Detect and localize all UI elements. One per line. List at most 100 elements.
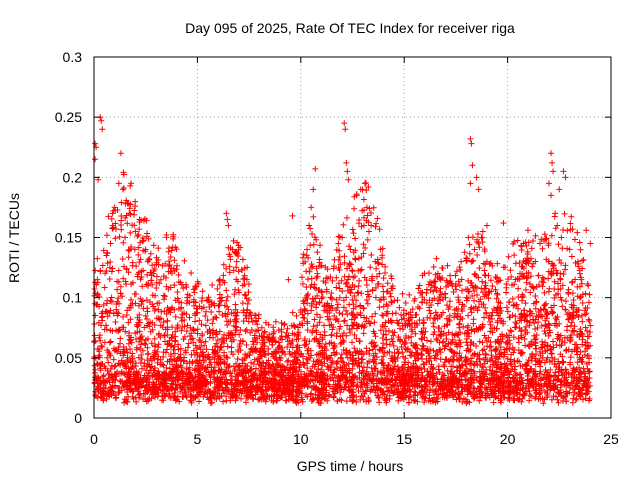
data-point — [522, 286, 529, 293]
data-point — [130, 211, 137, 218]
data-point — [114, 286, 121, 293]
data-point — [333, 296, 340, 303]
data-point — [368, 252, 375, 259]
data-point — [352, 256, 359, 263]
data-point — [241, 265, 248, 272]
data-point — [515, 385, 522, 392]
data-point — [388, 336, 395, 343]
data-point — [580, 365, 587, 372]
data-point — [221, 331, 228, 338]
data-point — [372, 333, 379, 340]
data-point — [394, 297, 401, 304]
data-point — [337, 261, 344, 268]
data-point — [372, 294, 379, 301]
data-point — [488, 288, 495, 295]
data-point — [232, 366, 239, 373]
data-point — [494, 319, 501, 326]
data-point — [389, 338, 396, 345]
data-point — [103, 396, 110, 403]
data-point — [307, 367, 314, 374]
data-point — [344, 265, 351, 272]
data-point — [125, 319, 132, 326]
data-point — [304, 276, 311, 283]
data-point — [583, 310, 590, 317]
data-point — [187, 397, 194, 404]
data-point — [178, 367, 185, 374]
data-point — [256, 359, 263, 366]
data-point — [91, 362, 98, 369]
data-point — [360, 241, 367, 248]
data-point — [250, 360, 257, 367]
data-point — [432, 387, 439, 394]
data-point — [118, 212, 125, 219]
data-point — [432, 284, 439, 291]
data-point — [201, 342, 208, 349]
data-point — [522, 342, 529, 349]
data-point — [507, 368, 514, 375]
data-point — [120, 313, 127, 320]
data-point — [551, 294, 558, 301]
data-point — [249, 396, 256, 403]
data-point — [510, 302, 517, 309]
data-point — [284, 325, 291, 332]
data-point — [157, 334, 164, 341]
data-point — [324, 363, 331, 370]
data-point — [171, 350, 178, 357]
data-point — [233, 264, 240, 271]
data-point — [283, 329, 290, 336]
data-point — [349, 365, 356, 372]
data-point — [328, 331, 335, 338]
data-point — [579, 299, 586, 306]
data-point — [321, 332, 328, 339]
data-point — [202, 322, 209, 329]
data-point — [117, 335, 124, 342]
data-point — [441, 291, 448, 298]
data-point — [480, 260, 487, 267]
data-point — [427, 398, 434, 405]
data-point — [517, 332, 524, 339]
data-point — [459, 399, 466, 406]
data-point — [455, 297, 462, 304]
data-point — [402, 345, 409, 352]
data-point — [323, 377, 330, 384]
data-point — [540, 279, 547, 286]
data-point — [559, 359, 566, 366]
data-point — [149, 319, 156, 326]
data-point — [127, 316, 134, 323]
data-point — [475, 298, 482, 305]
data-point — [446, 312, 453, 319]
data-point — [317, 331, 324, 338]
data-point — [497, 310, 504, 317]
data-point — [570, 395, 577, 402]
data-point — [141, 360, 148, 367]
data-point — [117, 290, 124, 297]
data-point — [487, 363, 494, 370]
data-point — [402, 299, 409, 306]
data-point — [171, 282, 178, 289]
data-point — [346, 367, 353, 374]
data-point — [544, 342, 551, 349]
data-point — [567, 354, 574, 361]
data-point — [379, 390, 386, 397]
data-point — [479, 321, 486, 328]
data-point — [203, 346, 210, 353]
data-point — [479, 347, 486, 354]
data-point — [192, 318, 199, 325]
data-point — [532, 395, 539, 402]
data-point — [235, 372, 242, 379]
data-point — [498, 351, 505, 358]
data-point — [160, 349, 167, 356]
data-point — [485, 272, 492, 279]
data-point — [350, 393, 357, 400]
data-point — [155, 341, 162, 348]
data-point — [574, 359, 581, 366]
data-point — [110, 310, 117, 317]
data-point — [355, 323, 362, 330]
data-point — [587, 322, 594, 329]
data-point — [121, 371, 128, 378]
data-point — [175, 299, 182, 306]
data-point — [493, 309, 500, 316]
data-point — [112, 318, 119, 325]
data-point — [220, 398, 227, 405]
data-point — [441, 394, 448, 401]
